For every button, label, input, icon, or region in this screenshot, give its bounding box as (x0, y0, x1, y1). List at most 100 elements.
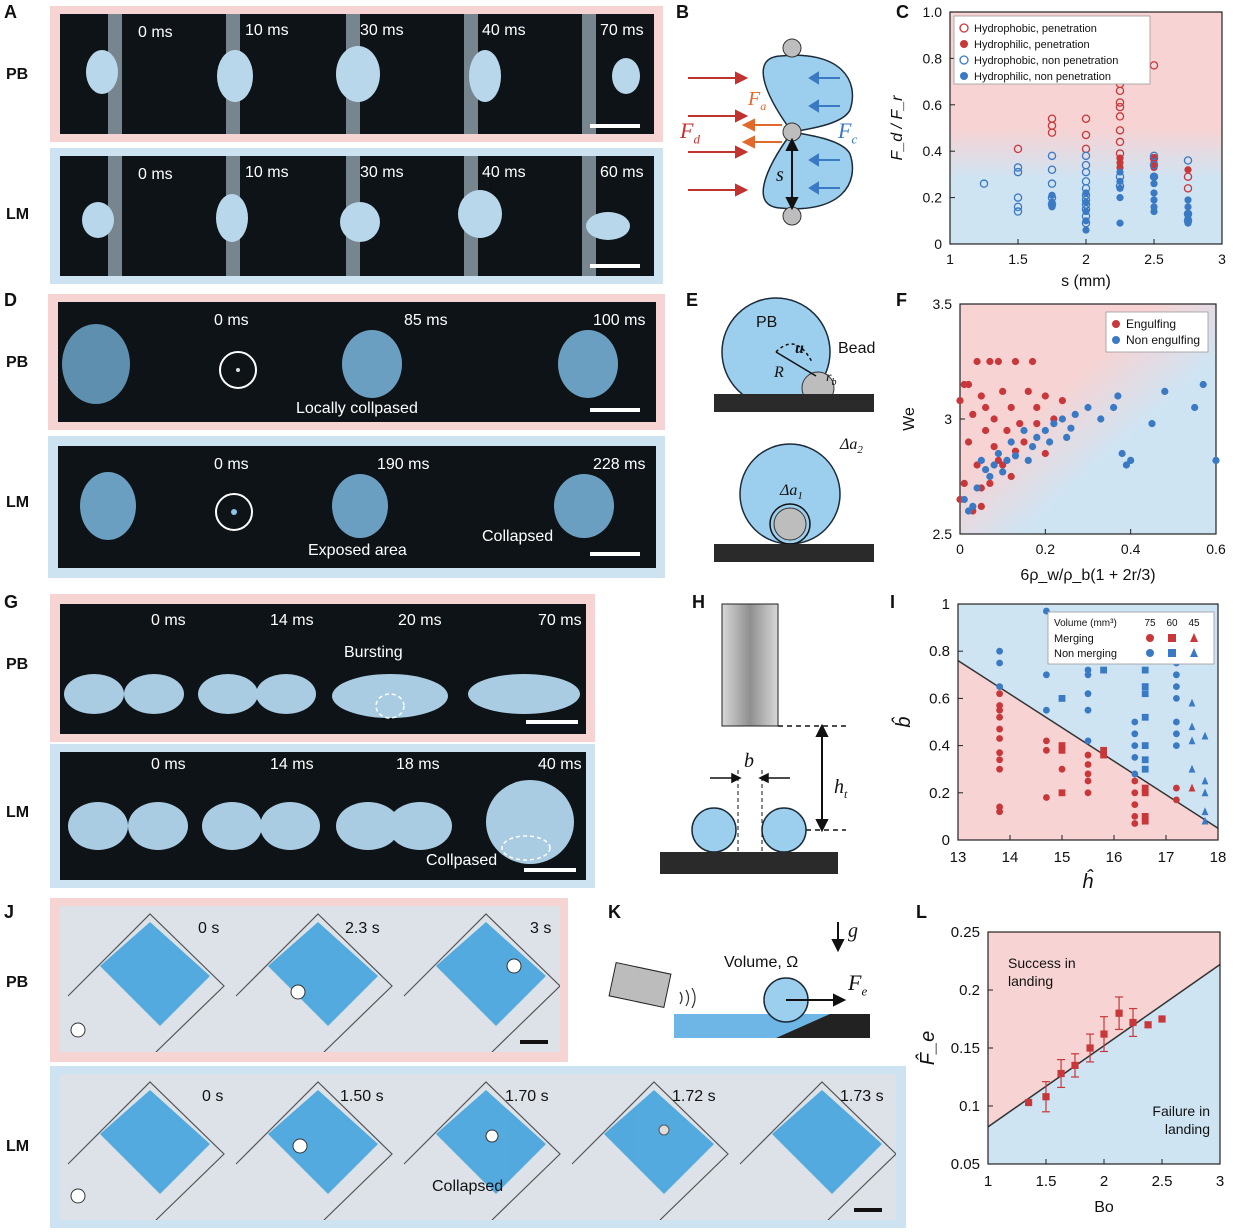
data-point (960, 479, 968, 487)
data-point (1118, 449, 1126, 458)
label-fc: Fc (838, 118, 858, 147)
data-point (1116, 177, 1124, 185)
data-point (1115, 98, 1125, 107)
y-axis-label: F_d / F_r (889, 95, 906, 161)
data-point (1058, 765, 1066, 773)
data-point (1024, 456, 1032, 464)
data-point (1013, 163, 1023, 172)
data-point (1081, 130, 1091, 140)
tick-label: 0.4 (923, 143, 943, 159)
data-point (1071, 1061, 1079, 1069)
tick-label: 2.5 (1144, 251, 1164, 267)
data-point (1084, 751, 1092, 759)
tick-label: 0.6 (929, 690, 950, 707)
scale-bar (590, 124, 640, 128)
data-point (960, 40, 968, 48)
data-point (1150, 203, 1158, 211)
panel-label-e: E (686, 290, 699, 310)
data-point (1071, 410, 1079, 418)
panel-a-lm-time: 30 ms (360, 164, 404, 181)
panel-d-pb-time: 100 ms (593, 312, 646, 329)
data-point (1058, 397, 1066, 405)
scale-bar (520, 1040, 548, 1044)
region-label: Failure in (1152, 1103, 1210, 1119)
panel-j-pb-time: 2.3 s (345, 920, 380, 937)
panel-a-lm-time: 60 ms (600, 164, 644, 181)
tick-label: 0.2 (959, 982, 980, 999)
tick-label: 2.5 (933, 526, 953, 542)
panel-label-k: K (608, 902, 621, 922)
data-point (1033, 433, 1041, 441)
legend-entry: Merging (1054, 633, 1094, 645)
data-point (1084, 761, 1092, 768)
tick-label: 3 (1218, 251, 1226, 267)
legend-entry: Hydrophilic, non penetration (974, 71, 1111, 83)
data-point (1047, 114, 1057, 123)
data-point (1201, 776, 1209, 785)
data-point (1150, 196, 1158, 204)
data-point (1024, 387, 1032, 395)
tick-label: 1.5 (1008, 251, 1028, 267)
data-point (1141, 765, 1149, 773)
panel-a-lm-time: 40 ms (482, 164, 526, 181)
data-point (1173, 718, 1180, 726)
data-point (1047, 151, 1057, 161)
legend-header: 75 (1144, 618, 1156, 629)
panel-j-lm-time: 1.73 s (840, 1088, 884, 1105)
data-point (1141, 690, 1149, 698)
data-point (1116, 194, 1124, 202)
x-axis-label: 6ρ_w/ρ_b(1 + 2r/3) (1020, 567, 1155, 584)
panel-g-lm-scene (68, 780, 574, 864)
data-point (1082, 198, 1090, 206)
data-point (1043, 746, 1050, 754)
data-point (1201, 807, 1209, 816)
data-point (982, 466, 990, 474)
data-point (1173, 671, 1180, 679)
panel-label-a: A (4, 2, 17, 22)
tick-label: 1 (946, 251, 954, 267)
panel-d-lm-annotation: Collapsed (482, 528, 554, 545)
legend-header: 60 (1166, 618, 1178, 629)
tick-label: 0.6 (1206, 541, 1226, 557)
data-point (979, 179, 989, 188)
data-point (1173, 683, 1180, 690)
panel-b-diagram (688, 38, 854, 226)
data-point (1141, 683, 1149, 690)
data-point (1041, 449, 1049, 458)
tick-label: 0.8 (929, 643, 950, 660)
data-point (1149, 160, 1159, 170)
data-point (1047, 179, 1057, 188)
data-point (1131, 770, 1139, 778)
scale-bar (854, 1208, 882, 1212)
data-point (1129, 1018, 1137, 1027)
tick-label: 18 (1210, 849, 1227, 866)
data-point (1011, 452, 1020, 460)
row-label-lm: LM (6, 206, 30, 223)
tick-label: 0.25 (951, 924, 980, 941)
label-da1: Δa1 (780, 482, 803, 503)
panel-label-l: L (916, 902, 927, 922)
panel-a-lm-time: 0 ms (138, 166, 173, 183)
panel-j-lm-time: 1.72 s (672, 1088, 716, 1105)
data-point (994, 449, 1002, 458)
data-point (990, 443, 998, 451)
data-point (1082, 207, 1090, 216)
data-point (1046, 438, 1054, 446)
panel-j-lm-time: 0 s (202, 1088, 224, 1105)
data-point (969, 502, 977, 510)
data-point (1081, 114, 1091, 123)
data-point (1141, 756, 1149, 764)
panel-j-pb-time: 3 s (530, 920, 552, 937)
row-label-lm: LM (6, 494, 30, 511)
data-point (1131, 777, 1139, 785)
data-point (1097, 415, 1105, 423)
data-point (1201, 816, 1209, 825)
data-point (1084, 671, 1092, 679)
data-point (1082, 189, 1090, 197)
tick-label: 1 (942, 596, 950, 613)
tick-label: 0.4 (1121, 541, 1141, 557)
data-point (996, 735, 1003, 742)
label-ht: ht (834, 776, 848, 801)
panel-g-pb-time: 0 ms (151, 612, 186, 629)
data-point (1100, 751, 1107, 759)
